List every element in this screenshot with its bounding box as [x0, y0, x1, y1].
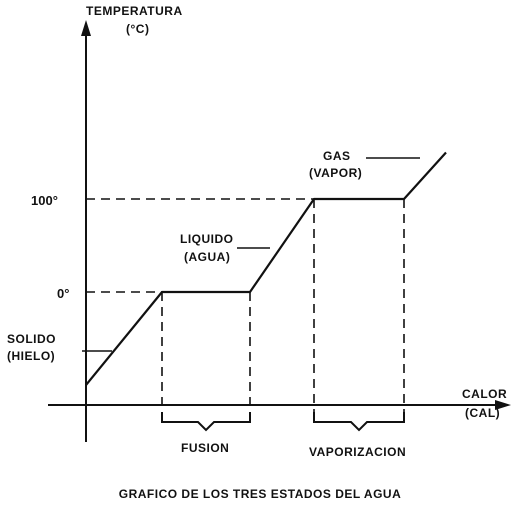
x-axis-arrow: [495, 400, 511, 410]
state-label-liquido-line2: (AGUA): [184, 250, 230, 264]
phase-label-vaporizacion: VAPORIZACION: [309, 445, 406, 459]
ytick-100: 100°: [31, 193, 58, 208]
y-axis-title-line2: (°C): [126, 22, 149, 36]
phase-bracket-fusion: [161, 412, 251, 432]
chart-title: GRAFICO DE LOS TRES ESTADOS DEL AGUA: [119, 487, 401, 501]
state-label-solido-line2: (HIELO): [7, 349, 55, 363]
x-axis-title-line2: (CAL): [465, 406, 500, 420]
state-label-gas-line1: GAS: [323, 149, 351, 163]
ytick-0: 0°: [57, 286, 69, 301]
phase-bracket-vaporizacion: [313, 412, 405, 432]
y-axis-arrow: [81, 20, 91, 36]
y-axis-title-line1: TEMPERATURA: [86, 4, 183, 18]
state-label-solido-line1: SOLIDO: [7, 332, 56, 346]
phase-label-fusion: FUSION: [181, 441, 229, 455]
state-label-liquido-line1: LIQUIDO: [180, 232, 234, 246]
heating-curve: [85, 151, 447, 386]
state-label-gas-line2: (VAPOR): [309, 166, 362, 180]
x-axis-title-line1: CALOR: [462, 387, 507, 401]
